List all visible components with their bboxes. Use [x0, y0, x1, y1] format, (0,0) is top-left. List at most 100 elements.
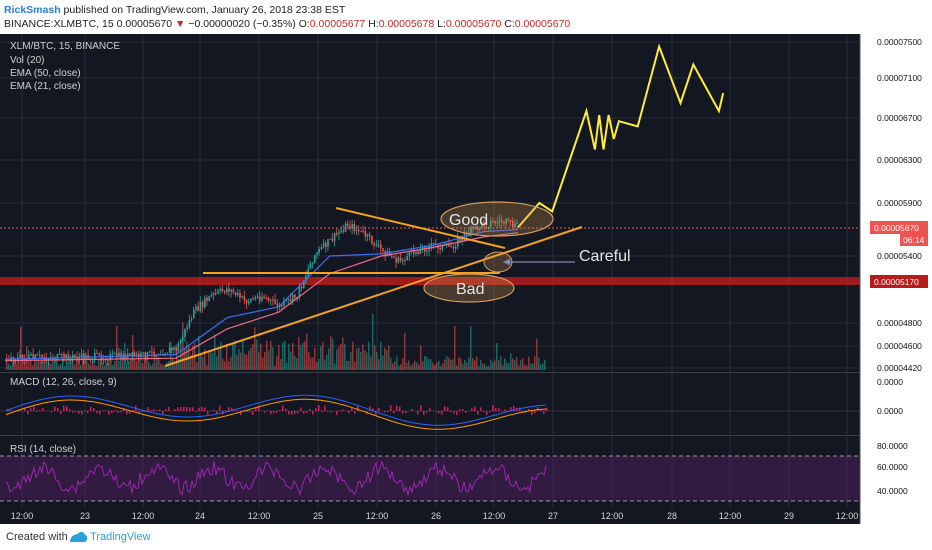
vol-legend[interactable]: Vol (20)	[10, 55, 44, 66]
volume-bar	[22, 353, 24, 370]
macd-hist-bar	[330, 411, 332, 413]
candle-body	[186, 327, 188, 329]
volume-bar	[424, 356, 426, 370]
countdown-badge	[900, 234, 928, 246]
volume-bar	[316, 362, 318, 370]
candle-body	[265, 297, 268, 299]
macd-hist-bar	[99, 411, 101, 415]
volume-bar	[150, 365, 152, 370]
chart-canvas[interactable]: Good Careful Bad XLM/BTC, 15, BINANCE Vo…	[0, 34, 932, 524]
volume-bar	[72, 357, 74, 370]
rsi-legend[interactable]: RSI (14, close)	[10, 444, 76, 455]
bad-ellipse[interactable]	[423, 273, 515, 303]
ema50-legend[interactable]: EMA (50, close)	[10, 68, 81, 79]
support-price-text: 0.00005170	[874, 277, 919, 287]
ema21-legend[interactable]: EMA (21, close)	[10, 81, 81, 92]
macd-hist-bar	[249, 411, 251, 413]
volume-bar	[200, 353, 202, 370]
current-price-text: 0.00005670	[874, 223, 919, 233]
volume-bar	[480, 359, 482, 370]
volume-bar	[416, 362, 418, 370]
candle-body	[452, 247, 455, 249]
macd-hist-bar	[489, 411, 491, 413]
macd-hist-bar	[375, 411, 377, 415]
macd-hist-bar	[354, 411, 356, 414]
author-link[interactable]: RickSmash	[4, 4, 61, 16]
symbol-legend[interactable]: XLM/BTC, 15, BINANCE	[10, 41, 120, 52]
candle-body	[232, 289, 235, 293]
candle-body	[496, 221, 499, 224]
projection-line	[517, 43, 725, 229]
macd-hist-bar	[309, 408, 311, 411]
macd-hist-bar	[294, 411, 296, 414]
volume-bar	[456, 365, 458, 370]
volume-bar	[216, 356, 218, 370]
volume-bar	[276, 355, 278, 370]
low-value: 0.00005670	[445, 18, 502, 30]
candle-body	[175, 347, 177, 351]
volume-bar	[246, 354, 248, 370]
candle-body	[182, 336, 184, 341]
candle-body	[509, 219, 512, 222]
candle-body	[490, 221, 492, 227]
macd-hist-bar	[453, 411, 455, 414]
volume-bar	[12, 361, 14, 370]
candle-body	[206, 297, 208, 302]
candle-body	[408, 251, 411, 257]
time-axis[interactable]	[0, 508, 860, 524]
macd-hist-bar	[201, 406, 203, 411]
macd-legend[interactable]: MACD (12, 26, close, 9)	[10, 377, 117, 388]
support-price-badge	[870, 275, 928, 288]
candle-body	[393, 256, 395, 259]
macd-hist-bar	[495, 407, 497, 411]
volume-bar	[498, 360, 500, 370]
support-trendline[interactable]	[164, 226, 583, 367]
volume-bar	[326, 354, 328, 370]
candle-body	[391, 255, 393, 257]
macd-hist-bar	[198, 407, 200, 411]
resistance-trendline[interactable]	[335, 207, 506, 249]
macd-hist-bar	[72, 411, 74, 413]
volume-bar	[284, 340, 286, 370]
volume-bar	[482, 363, 484, 370]
macd-hist-bar	[504, 409, 506, 411]
macd-pane[interactable]	[0, 373, 860, 435]
candle-body	[351, 223, 353, 229]
volume-bar	[462, 363, 464, 370]
candle-body	[377, 244, 380, 246]
volume-bar	[436, 362, 438, 370]
candle-body	[327, 239, 329, 247]
macd-hist-bar	[186, 407, 188, 411]
volume-bar	[78, 357, 80, 370]
volume-bar	[62, 358, 64, 370]
candle-body	[69, 357, 72, 361]
candle-body	[309, 263, 312, 269]
macd-hist-bar	[231, 407, 233, 411]
volume-bar	[32, 365, 34, 370]
low-label: L:	[437, 18, 446, 30]
macd-hist-bar	[357, 405, 359, 411]
candle-body	[56, 354, 59, 360]
tradingview-brand[interactable]: TradingView	[90, 531, 151, 543]
candle-body	[360, 230, 362, 232]
candle-body	[501, 220, 503, 222]
good-ellipse[interactable]	[440, 201, 554, 237]
volume-bar	[356, 348, 358, 370]
volume-bar	[160, 363, 162, 370]
time-tick-label: 12:00	[248, 511, 271, 521]
macd-hist-bar	[159, 409, 161, 411]
volume-bar	[304, 341, 306, 370]
candle-body	[470, 226, 472, 234]
candle-body	[375, 244, 378, 246]
volume-bar	[310, 357, 312, 370]
macd-hist-bar	[528, 408, 530, 411]
macd-tick-label: 0.0000	[877, 406, 903, 416]
macd-hist-bar	[180, 406, 182, 411]
macd-hist-bar	[189, 407, 191, 411]
volume-bar	[90, 364, 92, 370]
volume-bar	[408, 360, 410, 370]
macd-hist-bar	[531, 411, 533, 415]
volume-bar	[536, 338, 538, 370]
candle-body	[245, 300, 248, 304]
time-axis-labels: 12:00 23 12:00 24 12:00 25 12:00 26 12:00 27 12:00…	[11, 511, 859, 521]
